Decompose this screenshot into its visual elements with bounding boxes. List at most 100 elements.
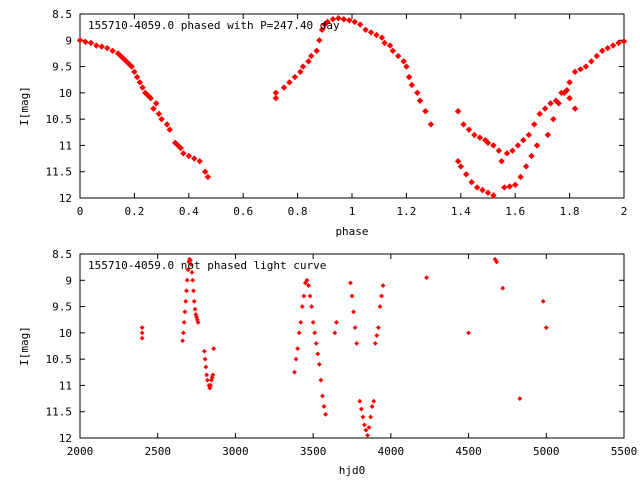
data-point: [460, 121, 467, 128]
data-point: [363, 427, 369, 433]
data-point: [139, 84, 146, 91]
data-point: [377, 304, 383, 309]
data-point: [422, 108, 429, 115]
data-point: [142, 89, 149, 97]
data-point: [128, 63, 135, 70]
data-point: [517, 173, 524, 181]
data-point: [196, 158, 203, 165]
data-point: [109, 47, 116, 54]
data-point: [201, 168, 209, 175]
data-point: [183, 298, 189, 304]
x-tick-label: 3000: [222, 445, 249, 458]
data-point: [180, 338, 185, 344]
data-point: [544, 131, 552, 139]
data-point: [376, 325, 381, 330]
data-point: [416, 97, 424, 104]
unphased-x-axis-label: hjd0: [339, 464, 366, 477]
data-point: [291, 73, 299, 81]
data-point: [147, 94, 154, 102]
x-tick-label: 2000: [67, 445, 94, 458]
data-point: [114, 50, 122, 57]
data-point: [184, 288, 189, 294]
data-point: [372, 340, 378, 346]
data-point: [369, 404, 375, 409]
phased-light-curve-panel: 0 0.2 0.4 0.6 0.8 1 1.2 1.4 1.6 1.8 2 8.5 9 9.5 10 10.…: [18, 8, 627, 238]
x-tick-label: 4000: [378, 445, 405, 458]
data-point: [340, 16, 348, 23]
data-point: [104, 44, 111, 52]
data-point: [346, 17, 353, 24]
x-tick-label: 2500: [144, 445, 171, 458]
data-point: [374, 333, 380, 338]
data-point: [144, 92, 152, 99]
data-point: [98, 43, 105, 50]
data-point: [454, 158, 462, 165]
y-tick-label: 9: [65, 34, 72, 47]
unphased-data-points: [139, 256, 549, 438]
x-tick-label: 1.2: [396, 205, 416, 218]
data-point: [365, 432, 370, 438]
data-point: [571, 105, 579, 112]
data-point: [166, 126, 173, 133]
data-point: [501, 184, 508, 191]
data-point: [177, 144, 184, 152]
data-point: [536, 110, 543, 118]
data-point: [329, 16, 337, 23]
data-point: [593, 52, 600, 60]
data-point: [334, 319, 339, 325]
y-tick-label: 11: [59, 379, 72, 392]
data-point: [120, 55, 127, 62]
data-point: [500, 285, 506, 291]
data-point: [139, 325, 145, 330]
data-point: [136, 79, 144, 86]
data-point: [286, 79, 293, 86]
data-point: [424, 275, 430, 281]
data-point: [550, 115, 557, 123]
data-point: [296, 330, 302, 336]
data-point: [490, 142, 497, 149]
data-point: [506, 183, 513, 190]
phased-chart-title: 155710-4059.0 phased with P=247.40 day: [88, 19, 340, 32]
data-point: [307, 293, 313, 299]
y-tick-label: 9.5: [52, 301, 72, 314]
data-point: [155, 110, 163, 118]
data-point: [318, 377, 324, 383]
data-point: [479, 186, 486, 194]
data-point: [588, 58, 595, 65]
data-point: [304, 277, 310, 283]
phased-x-axis-label: phase: [335, 225, 368, 238]
y-tick-label: 10: [59, 327, 72, 340]
unphased-light-curve-panel: 2000 2500 3000 3500 4000 4500 5000 5500 8.5 9 9.5…: [18, 248, 637, 477]
data-point: [348, 280, 353, 286]
data-point: [408, 81, 416, 89]
data-point: [211, 346, 217, 352]
data-point: [463, 171, 470, 178]
data-point: [395, 52, 402, 60]
data-point: [381, 39, 388, 47]
data-point: [316, 362, 322, 367]
data-point: [615, 39, 622, 47]
data-point: [414, 89, 421, 97]
data-point: [366, 425, 372, 430]
phased-y-tick-labels: 8.5 9 9.5 10 10.5 11 11.5 12: [46, 8, 73, 205]
data-point: [454, 108, 462, 115]
data-point: [405, 73, 413, 81]
data-point: [187, 257, 193, 263]
y-tick-label: 12: [59, 432, 72, 445]
phased-data-points: [76, 15, 628, 199]
phased-plot-frame: [79, 13, 625, 199]
data-point: [321, 404, 327, 409]
phased-ticks: [79, 13, 625, 199]
data-point: [466, 330, 471, 336]
data-point: [560, 89, 568, 97]
x-tick-label: 0.4: [179, 205, 199, 218]
data-point: [400, 58, 407, 65]
x-tick-label: 1: [349, 205, 356, 218]
data-point: [457, 163, 464, 170]
data-point: [354, 340, 360, 346]
data-point: [468, 179, 475, 186]
y-tick-label: 11: [59, 139, 72, 152]
data-point: [313, 340, 319, 346]
data-point: [316, 37, 323, 44]
